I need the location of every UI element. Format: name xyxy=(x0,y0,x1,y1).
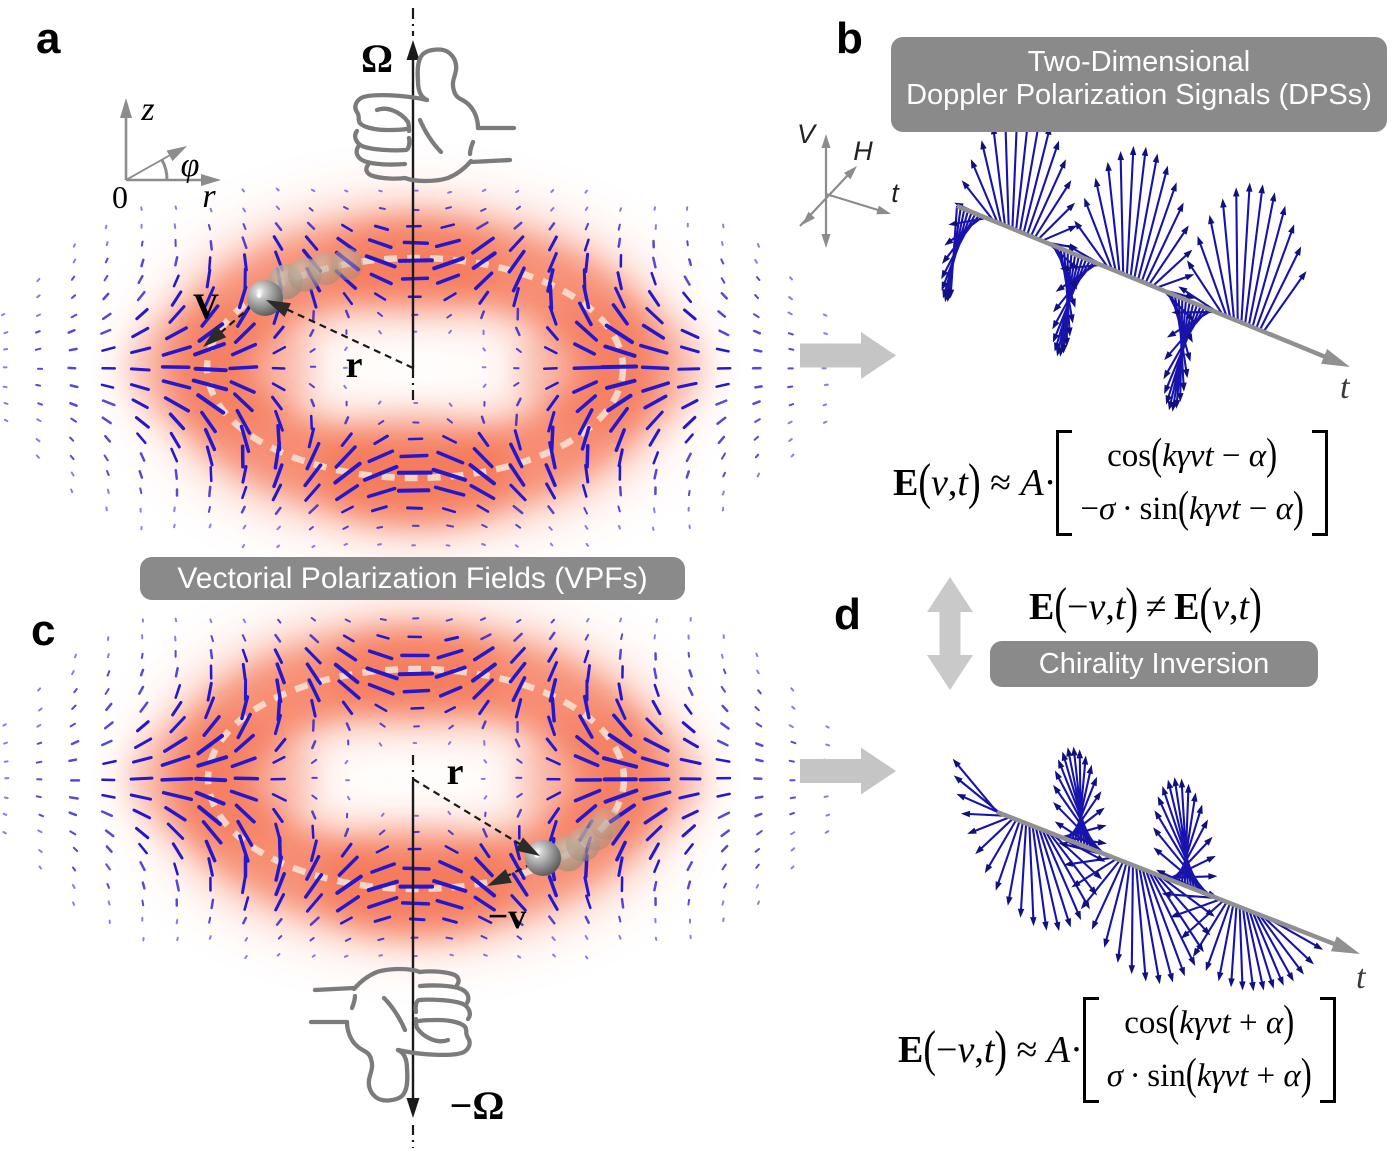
svg-text:−v: −v xyxy=(488,896,527,936)
svg-text:r: r xyxy=(202,178,216,215)
svg-text:t: t xyxy=(1356,959,1367,996)
svg-text:−Ω: −Ω xyxy=(450,1083,505,1128)
svg-text:V: V xyxy=(193,286,219,326)
svg-text:z: z xyxy=(140,91,154,128)
svg-text:φ: φ xyxy=(181,147,200,184)
svg-text:H: H xyxy=(853,136,873,166)
svg-text:V: V xyxy=(797,119,818,149)
svg-text:r: r xyxy=(447,751,464,793)
svg-text:Ω: Ω xyxy=(361,36,393,81)
svg-text:r: r xyxy=(346,344,363,386)
svg-text:t: t xyxy=(1340,369,1351,406)
svg-text:t: t xyxy=(891,178,900,208)
svg-text:0: 0 xyxy=(112,179,128,215)
